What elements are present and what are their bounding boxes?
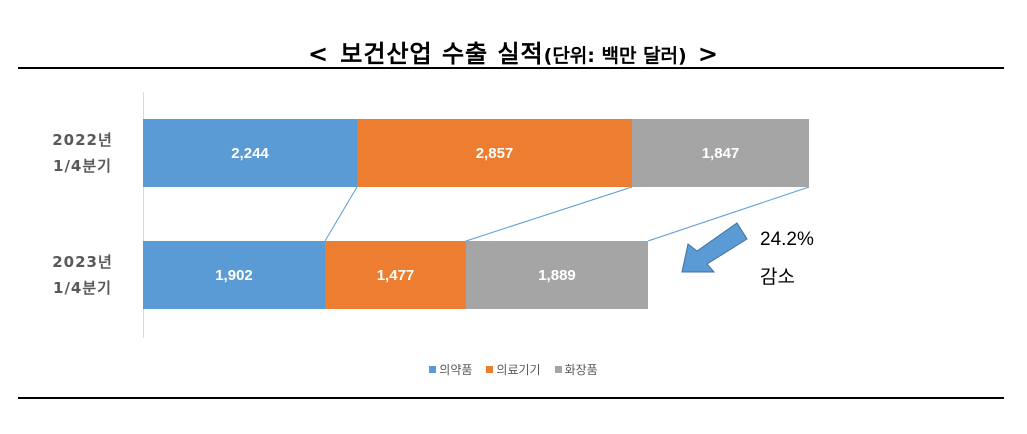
chart-title: < 보건산업 수출 실적(단위: 백만 달러) > [0,34,1027,69]
data-label: 1,889 [538,266,576,284]
series-lines [324,186,810,242]
legend-label: 의료기기 [496,363,541,377]
legend: 의약품 의료기기 화장품 [0,361,1027,378]
data-label: 1,477 [376,266,415,284]
bar-2023-pharma: 1,902 [143,241,325,309]
category-quarter: 1/4분기 [53,279,112,297]
bar-2022-pharma: 2,244 [143,119,357,187]
title-main: 보건산업 수출 실적 [340,40,544,68]
category-label-2022: 2022년 1/4분기 [30,127,135,179]
category-year: 2023년 [52,253,113,271]
legend-swatch-icon [486,366,494,373]
data-label: 2,857 [475,144,514,162]
decrease-arrow-icon [681,222,748,273]
legend-swatch-icon [429,366,437,373]
title-open-bracket: < [308,40,330,68]
legend-item-device: 의료기기 [486,361,541,378]
category-quarter: 1/4분기 [53,157,112,175]
title-close-bracket: > [697,40,719,68]
category-label-2023: 2023년 1/4분기 [30,249,135,301]
decrease-percent: 24.2% [760,229,814,250]
category-year: 2022년 [52,131,113,149]
data-label: 1,847 [701,144,740,162]
category-axis [143,92,144,338]
top-divider [18,67,1004,69]
bottom-divider [18,397,1004,399]
data-label: 2,244 [231,144,269,162]
legend-item-pharma: 의약품 [429,361,472,378]
title-unit: (단위: 백만 달러) [543,45,687,67]
bar-2022-cosmetics: 1,847 [632,119,809,187]
bar-2022-device: 2,857 [357,119,632,187]
data-label: 1,902 [215,266,253,284]
bar-2023-device: 1,477 [325,241,466,309]
legend-swatch-icon [554,366,562,373]
bar-2023-cosmetics: 1,889 [466,241,648,309]
legend-item-cosmetics: 화장품 [554,361,598,378]
legend-label: 의약품 [439,363,473,377]
decrease-text: 감소 [760,267,795,288]
legend-label: 화장품 [564,363,598,377]
